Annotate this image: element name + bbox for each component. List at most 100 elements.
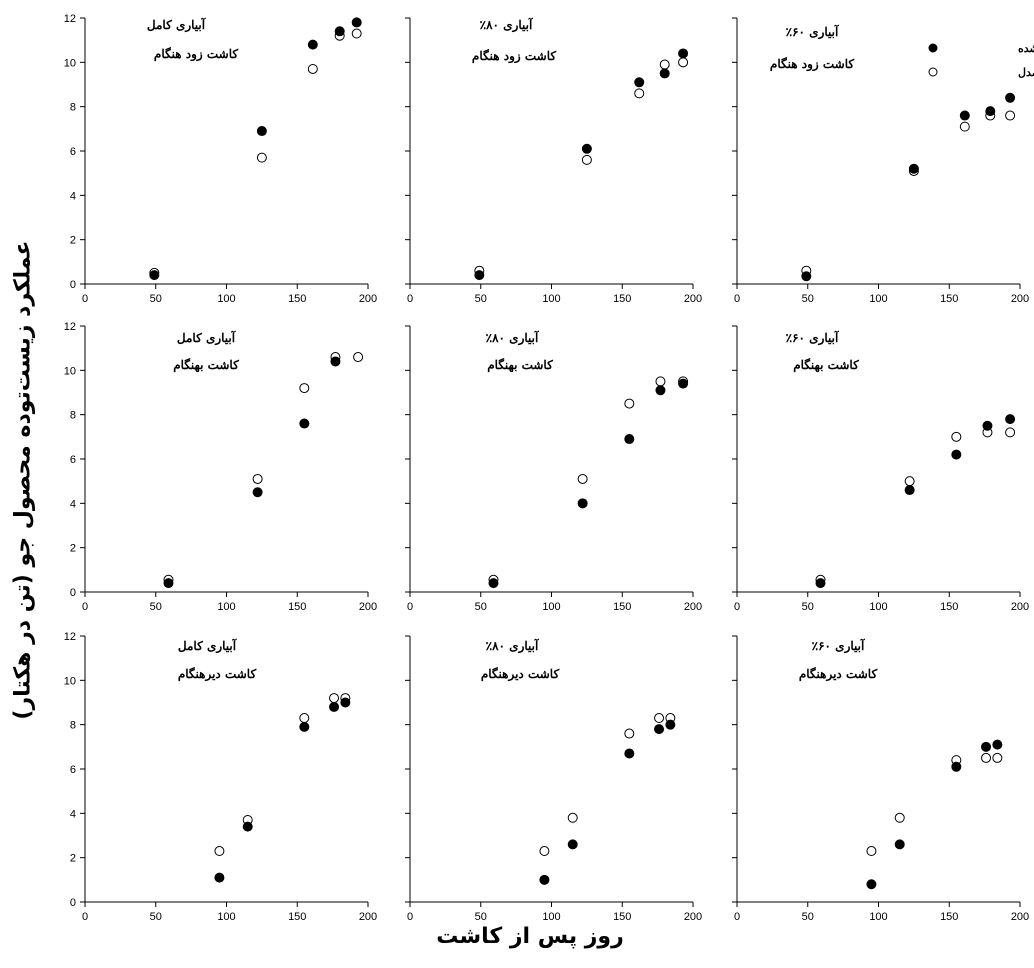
model-point [904, 476, 915, 487]
measured-point [678, 378, 689, 389]
model-point [329, 693, 340, 704]
x-tick-label: 200 [1011, 911, 1029, 923]
panel-subtitle: کاشت بهنگام [487, 357, 553, 373]
x-tick-label: 50 [150, 601, 162, 613]
model-point [299, 383, 310, 394]
model-point [1005, 427, 1016, 438]
measured-point [1005, 414, 1016, 425]
y-tick-label: 10 [64, 57, 76, 69]
x-tick-label: 0 [82, 911, 88, 923]
panel-1: 0 50 100 150 200 0 2 4 6 8 10 12 آبیاری کامل کاشت زود… [64, 13, 377, 305]
panel-subtitle: کاشت بهنگام [173, 357, 239, 373]
panel-title: آبیاری کامل [178, 637, 238, 654]
y-tick-label: 6 [70, 454, 76, 466]
measured-point [678, 48, 689, 59]
model-point [659, 59, 670, 70]
x-tick-label: 0 [734, 911, 740, 923]
legend-measured-marker [928, 43, 938, 53]
y-tick-label: 6 [70, 146, 76, 158]
measured-point [655, 385, 666, 396]
measured-point [982, 420, 993, 431]
measured-point [659, 68, 670, 79]
panel-subtitle: کاشت دیرهنگام [799, 666, 878, 682]
measured-point [815, 578, 826, 589]
y-tick-label: 2 [70, 853, 76, 865]
measured-point [951, 449, 962, 460]
y-tick-label: 4 [70, 190, 76, 202]
panel-title: آبیاری کامل [177, 329, 237, 346]
measured-point [1005, 92, 1016, 103]
model-point [866, 846, 877, 857]
x-tick-label: 100 [217, 911, 235, 923]
x-tick-label: 200 [1011, 601, 1029, 613]
measured-point [654, 724, 665, 735]
legend-model-label: برآورد مدل [1018, 65, 1034, 79]
x-tick-label: 50 [802, 293, 814, 305]
panel-2: 0 50 100 150 200 آبیاری ۸۰٪ کاشت زود هنگام [405, 16, 702, 305]
model-point [624, 398, 635, 409]
y-tick-label: 12 [64, 321, 76, 333]
measured-point [299, 418, 310, 429]
measured-point [567, 839, 578, 850]
panel-title: آبیاری ۸۰٪ [480, 16, 534, 33]
measured-point [340, 697, 351, 708]
legend: اندازه‌گیری شده برآورد مدل [928, 41, 1034, 79]
y-tick-label: 4 [70, 808, 76, 820]
model-point [307, 63, 318, 74]
measured-point [866, 879, 877, 890]
measured-point [908, 163, 919, 174]
panel-subtitle: کاشت زود هنگام [154, 46, 238, 62]
measured-point [242, 821, 253, 832]
x-tick-label: 150 [613, 293, 631, 305]
measured-point [214, 872, 225, 883]
model-point [299, 713, 310, 724]
x-tick-label: 100 [869, 601, 887, 613]
model-point [567, 812, 578, 823]
x-tick-label: 0 [407, 601, 413, 613]
panel-subtitle: کاشت بهنگام [793, 357, 859, 373]
measured-point [992, 739, 1003, 750]
x-tick-label: 50 [150, 911, 162, 923]
legend-measured-label: اندازه‌گیری شده [1018, 41, 1034, 55]
measured-point [904, 485, 915, 496]
y-tick-label: 10 [64, 365, 76, 377]
x-tick-label: 0 [734, 293, 740, 305]
panel-subtitle: کاشت دیرهنگام [481, 666, 560, 682]
x-tick-label: 100 [869, 293, 887, 305]
x-tick-label: 50 [475, 293, 487, 305]
model-point [654, 713, 665, 724]
y-tick-label: 8 [70, 410, 76, 422]
panel-title: آبیاری ۶۰٪ [812, 637, 866, 654]
panel-3: 0 50 100 150 200 آبیاری ۶۰٪ کاشت زود هنگام [732, 17, 1029, 305]
model-point [951, 431, 962, 442]
x-tick-label: 100 [217, 601, 235, 613]
x-tick-label: 200 [684, 293, 702, 305]
measured-point [329, 701, 340, 712]
x-tick-label: 100 [542, 293, 560, 305]
measured-point [985, 106, 996, 117]
measured-point [624, 434, 635, 445]
y-tick-label: 0 [70, 279, 76, 291]
x-tick-label: 150 [288, 601, 306, 613]
measured-point [299, 721, 310, 732]
y-tick-label: 12 [64, 13, 76, 25]
panel-6: 0 50 100 150 200 آبیاری ۶۰٪ کاشت بهنگام [732, 325, 1029, 613]
x-tick-label: 150 [288, 293, 306, 305]
measured-point [624, 748, 635, 759]
panel-subtitle: کاشت زود هنگام [472, 48, 556, 64]
model-point [256, 152, 267, 163]
panel-8: 0 50 100 150 200 آبیاری ۸۰٪ کاشت دیرهنگام [405, 635, 702, 923]
model-point [959, 121, 970, 132]
measured-point [539, 874, 550, 885]
measured-point [981, 741, 992, 752]
x-tick-label: 100 [542, 911, 560, 923]
measured-point [801, 271, 812, 282]
panel-title: آبیاری ۸۰٪ [486, 329, 540, 346]
x-tick-label: 150 [940, 601, 958, 613]
measured-point [581, 143, 592, 154]
measured-point [951, 761, 962, 772]
y-tick-label: 6 [70, 764, 76, 776]
y-tick-label: 10 [64, 675, 76, 687]
y-tick-label: 4 [70, 498, 76, 510]
